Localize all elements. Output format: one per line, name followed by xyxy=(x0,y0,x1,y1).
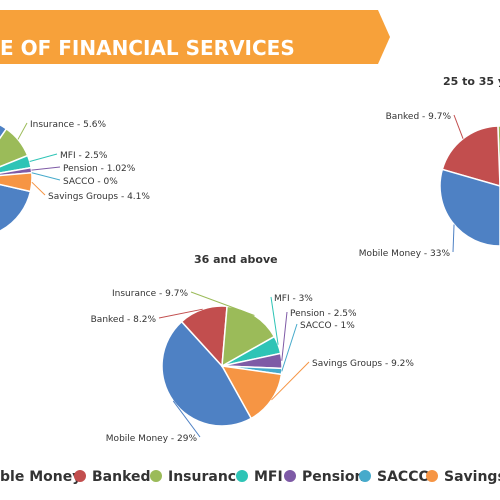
legend-label: Banked xyxy=(92,469,151,485)
legend-item-mfi[interactable]: MFI xyxy=(236,466,283,488)
legend-marker xyxy=(426,470,438,482)
legend-label: Pension xyxy=(302,469,365,485)
pie-3-mfi-leader xyxy=(270,296,279,345)
pie-3-pension-label: Pension - 2.5% xyxy=(290,309,357,319)
pie-3-insurance-leader xyxy=(190,291,255,316)
legend-label: Savings Gr xyxy=(444,469,500,485)
pie-1-mfi-label: MFI - 2.5% xyxy=(60,151,108,161)
pie-3-sacco-label: SACCO - 1% xyxy=(300,321,355,331)
pie-3-slice-mobile-money xyxy=(161,320,253,427)
pie-3-mfi-label: MFI - 3% xyxy=(274,294,313,304)
pie-3-banked-label: Banked - 8.2% xyxy=(91,315,157,325)
legend-label: SACCO xyxy=(377,469,431,485)
banner-title: E OF FINANCIAL SERVICES xyxy=(0,36,295,60)
pie-2-mobile-money-leader xyxy=(452,224,455,253)
pie-3-insurance-label: Insurance - 9.7% xyxy=(112,289,188,299)
pie-1-savings-groups-label: Savings Groups - 4.1% xyxy=(48,192,150,202)
pie-3-slice-savings-groups xyxy=(220,365,283,420)
pie-1-sacco-label: SACCO - 0% xyxy=(63,177,118,187)
legend-item-sacco[interactable]: SACCO xyxy=(359,466,430,488)
pie-3-sacco-leader xyxy=(281,323,298,372)
pie-1-mfi-leader xyxy=(29,153,58,162)
pie-2-mobile-money-label: Mobile Money - 33% xyxy=(359,249,451,259)
legend-marker xyxy=(150,470,162,482)
pie-1-pension-leader xyxy=(31,166,61,171)
pie-3-title: 36 and above xyxy=(194,253,278,266)
pie-1-savings-groups-leader xyxy=(31,181,46,196)
legend-label: MFI xyxy=(254,469,283,485)
pie-2-banked-leader xyxy=(453,114,464,139)
pie-3-mobile-money-leader xyxy=(172,400,201,438)
pie-2-slice-banked xyxy=(441,125,500,187)
pie-3-banked-leader xyxy=(158,308,203,319)
pie-1-insurance-label: Insurance - 5.6% xyxy=(30,120,106,130)
header-banner: E OF FINANCIAL SERVICES xyxy=(0,10,390,64)
pie-3-pension-leader xyxy=(281,311,288,361)
pie-2-title: 25 to 35 ye xyxy=(443,75,500,88)
pie-3-savings-groups-leader xyxy=(271,361,310,401)
legend-marker xyxy=(284,470,296,482)
legend-item-savings-gr[interactable]: Savings Gr xyxy=(426,466,500,488)
legend-label: Insurance xyxy=(168,469,246,485)
pie-2-slice-mobile-money xyxy=(439,168,500,247)
pie-1-sacco-leader xyxy=(31,172,61,181)
pie-3-savings-groups-label: Savings Groups - 9.2% xyxy=(312,359,414,369)
pie-2-banked-label: Banked - 9.7% xyxy=(386,112,452,122)
pie-1-slice-mobile-money xyxy=(0,124,32,232)
banner-shape xyxy=(0,10,390,64)
pie-1-pension-label: Pension - 1.02% xyxy=(63,164,136,174)
legend-marker xyxy=(74,470,86,482)
legend-marker xyxy=(236,470,248,482)
pie-1-insurance-leader xyxy=(17,122,28,140)
legend-marker xyxy=(359,470,371,482)
legend-item-pension[interactable]: Pension xyxy=(284,466,364,488)
legend-label: ble Money xyxy=(0,469,82,485)
pie-3-mobile-money-label: Mobile Money - 29% xyxy=(106,434,198,444)
legend-item-banked[interactable]: Banked xyxy=(74,466,151,488)
legend-item-ble-money[interactable]: ble Money xyxy=(0,466,81,488)
chart-legend: ble Money Banked Insurance MFI Pension SACCO S… xyxy=(0,466,500,488)
legend-item-insurance[interactable]: Insurance xyxy=(150,466,246,488)
